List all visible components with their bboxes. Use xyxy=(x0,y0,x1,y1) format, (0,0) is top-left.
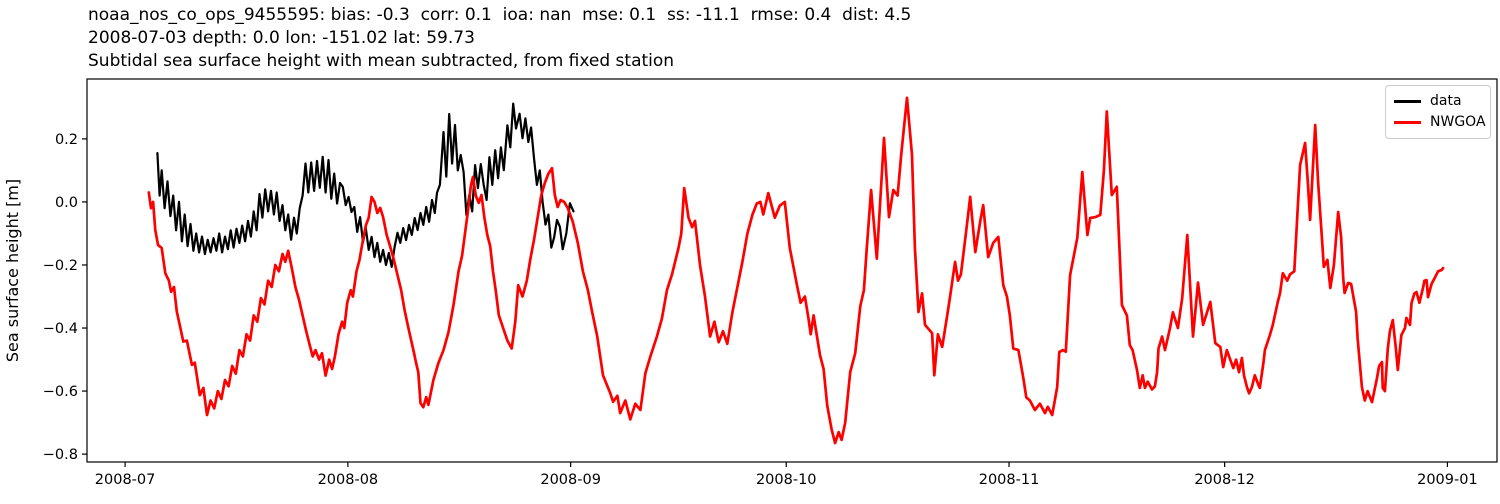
y-tick-label: −0.6 xyxy=(43,384,78,400)
x-tick-label: 2008-09 xyxy=(540,472,601,488)
x-tick-label: 2008-10 xyxy=(756,472,817,488)
y-tick-label: 0.2 xyxy=(55,132,78,148)
legend-entry-data: data xyxy=(1394,91,1482,112)
plot-frame xyxy=(86,78,1498,463)
series-line-data xyxy=(156,102,575,268)
series-line-nwgoa xyxy=(147,96,1445,445)
y-axis-label: Sea surface height [m] xyxy=(3,179,22,362)
legend-line-sample-data xyxy=(1394,100,1421,103)
y-tick-label: −0.4 xyxy=(43,321,78,337)
x-tick-label: 2008-11 xyxy=(979,472,1040,488)
legend-entry-nwgoa: NWGOA xyxy=(1394,112,1486,133)
chart-title-description: Subtidal sea surface height with mean su… xyxy=(88,51,675,71)
x-tick-label: 2008-07 xyxy=(95,472,156,488)
y-tick-label: 0.0 xyxy=(55,195,78,211)
chart-title-station-info: 2008-07-03 depth: 0.0 lon: -151.02 lat: … xyxy=(88,28,475,48)
legend-label-data: data xyxy=(1430,93,1462,109)
legend-line-sample-nwgoa xyxy=(1394,121,1421,124)
x-tick-label: 2008-12 xyxy=(1194,472,1255,488)
x-tick-label: 2008-08 xyxy=(318,472,379,488)
legend-label-nwgoa: NWGOA xyxy=(1430,114,1486,130)
y-tick-label: −0.2 xyxy=(43,258,78,274)
chart-title-stats: noaa_nos_co_ops_9455595: bias: -0.3 corr… xyxy=(88,5,912,25)
legend: data NWGOA xyxy=(1385,85,1491,139)
chart-title-block: noaa_nos_co_ops_9455595: bias: -0.3 corr… xyxy=(88,4,911,73)
y-tick-label: −0.8 xyxy=(43,447,78,463)
x-tick-label: 2009-01 xyxy=(1417,472,1478,488)
